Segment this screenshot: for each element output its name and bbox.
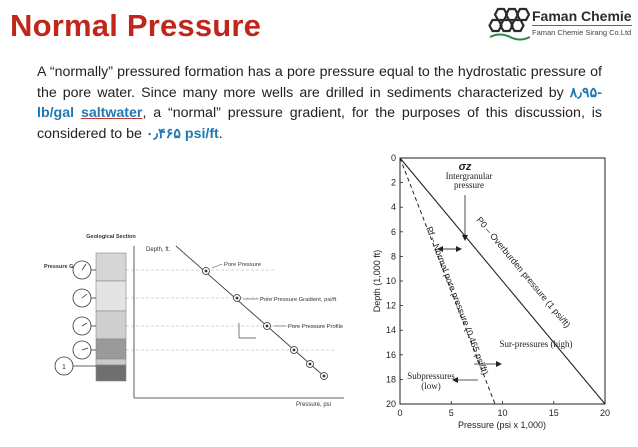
logo-divider xyxy=(532,25,632,26)
paragraph-part2: , a “normal” pressure gradient, for the … xyxy=(37,105,602,142)
normal-pressure-line xyxy=(399,157,496,405)
pressure-gauge-label: Pressure Guage xyxy=(44,264,86,270)
layer-5 xyxy=(95,358,127,366)
y-tick-10: 10 xyxy=(386,276,396,286)
saltwater-word: saltwater xyxy=(80,105,143,121)
intergranular-label: Intergranular pressure xyxy=(445,172,493,190)
layer-4 xyxy=(95,338,127,360)
overburden-line xyxy=(399,157,606,405)
y-tick-labels: 0 2 4 6 8 10 12 14 16 18 20 xyxy=(386,153,403,409)
pore-pressure-diagram: Geological Section Pressure Guage 1 xyxy=(34,228,364,408)
slide-title: Normal Pressure xyxy=(10,8,262,43)
y-tick-14: 14 xyxy=(386,325,396,335)
pore-pressure-label: Pore Pressure xyxy=(224,262,261,268)
y-tick-2: 2 xyxy=(391,178,396,188)
paragraph-part1: A “normally” pressured formation has a p… xyxy=(37,64,602,101)
depth-label: Depth, ft. xyxy=(146,247,171,253)
x-tick-20: 20 xyxy=(600,408,610,418)
layer-6 xyxy=(95,364,127,382)
y-tick-4: 4 xyxy=(391,202,396,212)
pressure-axis-label: Pressure, psi xyxy=(296,402,331,408)
company-logo: Faman Chemie Faman Chemie Sirang Co.Ltd xyxy=(488,6,634,46)
y-tick-18: 18 xyxy=(386,374,396,384)
x-tick-5: 5 xyxy=(449,408,454,418)
gradient-value: ۰٫۴۶۵ psi/ft xyxy=(145,125,219,142)
body-paragraph: A “normally” pressured formation has a p… xyxy=(37,62,602,144)
layer-3 xyxy=(95,310,127,340)
density-value: ۸٫۹۵-lb/gal xyxy=(37,84,602,122)
y-tick-12: 12 xyxy=(386,301,396,311)
profile-label: Pore Pressure Profile xyxy=(288,324,343,330)
y-tick-0: 0 xyxy=(391,153,396,163)
subpressures-label: Subpressures (low) xyxy=(407,372,455,391)
y-tick-8: 8 xyxy=(391,251,396,261)
sur-pressures-label: Sur-pressures (high) xyxy=(499,340,573,349)
layer-2 xyxy=(95,280,127,312)
logo-subtitle: Faman Chemie Sirang Co.Ltd xyxy=(532,28,632,37)
y-tick-16: 16 xyxy=(386,350,396,360)
x-tick-10: 10 xyxy=(497,408,507,418)
y-axis-label: Depth (1,000 ft) xyxy=(372,250,382,313)
x-axis-label: Pressure (psi x 1,000) xyxy=(458,420,546,430)
geological-section-label: Geological Section xyxy=(86,234,136,240)
x-tick-15: 15 xyxy=(549,408,559,418)
x-tick-labels: 0 5 10 15 20 xyxy=(397,401,610,418)
logo-hexagon-icon xyxy=(488,7,531,41)
step-number: 1 xyxy=(62,364,66,371)
y-tick-6: 6 xyxy=(391,227,396,237)
gradient-label: Pore Pressure Gradient, psi/ft xyxy=(260,297,337,303)
paragraph-part3: . xyxy=(218,125,223,142)
y-tick-20: 20 xyxy=(386,399,396,409)
logo-name: Faman Chemie xyxy=(532,8,632,24)
sigma-label: σz xyxy=(459,161,472,173)
x-tick-0: 0 xyxy=(397,408,402,418)
pore-pressure-profile-line xyxy=(175,245,327,379)
layer-1 xyxy=(95,252,127,282)
pressure-depth-chart: 0 2 4 6 8 10 12 14 16 18 20 0 5 10 15 20 σz Intergranu… xyxy=(370,150,615,442)
